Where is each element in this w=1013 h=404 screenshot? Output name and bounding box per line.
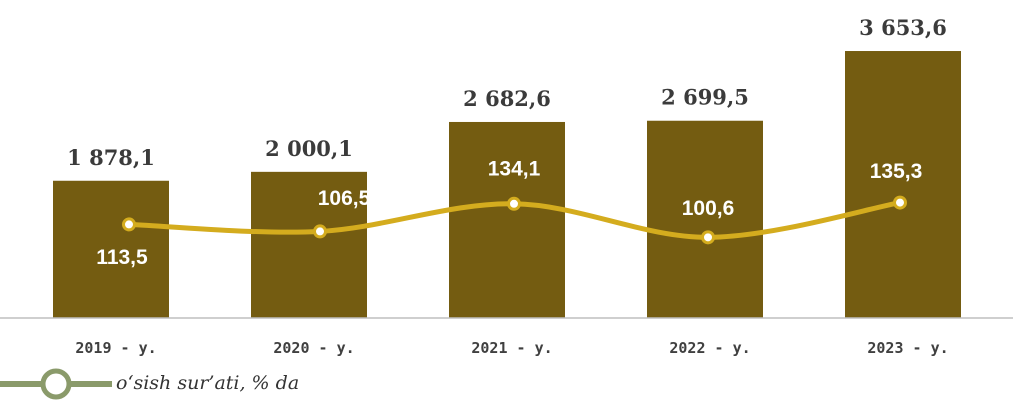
- bar-value-label: 1 878,1: [67, 145, 155, 170]
- x-tick-label: 2023 - y.: [867, 339, 948, 357]
- bar: [251, 171, 367, 318]
- line-value-label: 135,3: [870, 160, 923, 183]
- legend-label: o‘sish sur’ati, % da: [116, 372, 299, 394]
- x-tick-label: 2020 - y.: [273, 339, 354, 357]
- bar-value-label: 2 699,5: [661, 85, 749, 110]
- line-value-label: 100,6: [682, 197, 735, 220]
- legend-marker: [40, 368, 72, 400]
- bar: [647, 120, 763, 318]
- x-tick-label: 2021 - y.: [471, 339, 552, 357]
- bar: [845, 51, 961, 318]
- line-value-label: 106,5: [318, 187, 371, 210]
- bar-value-label: 2 000,1: [265, 136, 353, 161]
- line-value-label: 113,5: [96, 246, 148, 269]
- line-marker: [701, 230, 715, 245]
- line-marker: [507, 196, 521, 211]
- line-marker: [122, 217, 136, 232]
- x-tick-label: 2022 - y.: [669, 339, 750, 357]
- line-marker: [893, 195, 907, 210]
- line-value-label: 134,1: [488, 157, 541, 180]
- line-marker: [313, 224, 327, 239]
- x-tick-label: 2019 - y.: [75, 339, 156, 357]
- bar: [449, 121, 565, 319]
- bar-value-label: 3 653,6: [859, 15, 947, 40]
- bar-value-label: 2 682,6: [463, 86, 551, 111]
- bar: [53, 180, 169, 318]
